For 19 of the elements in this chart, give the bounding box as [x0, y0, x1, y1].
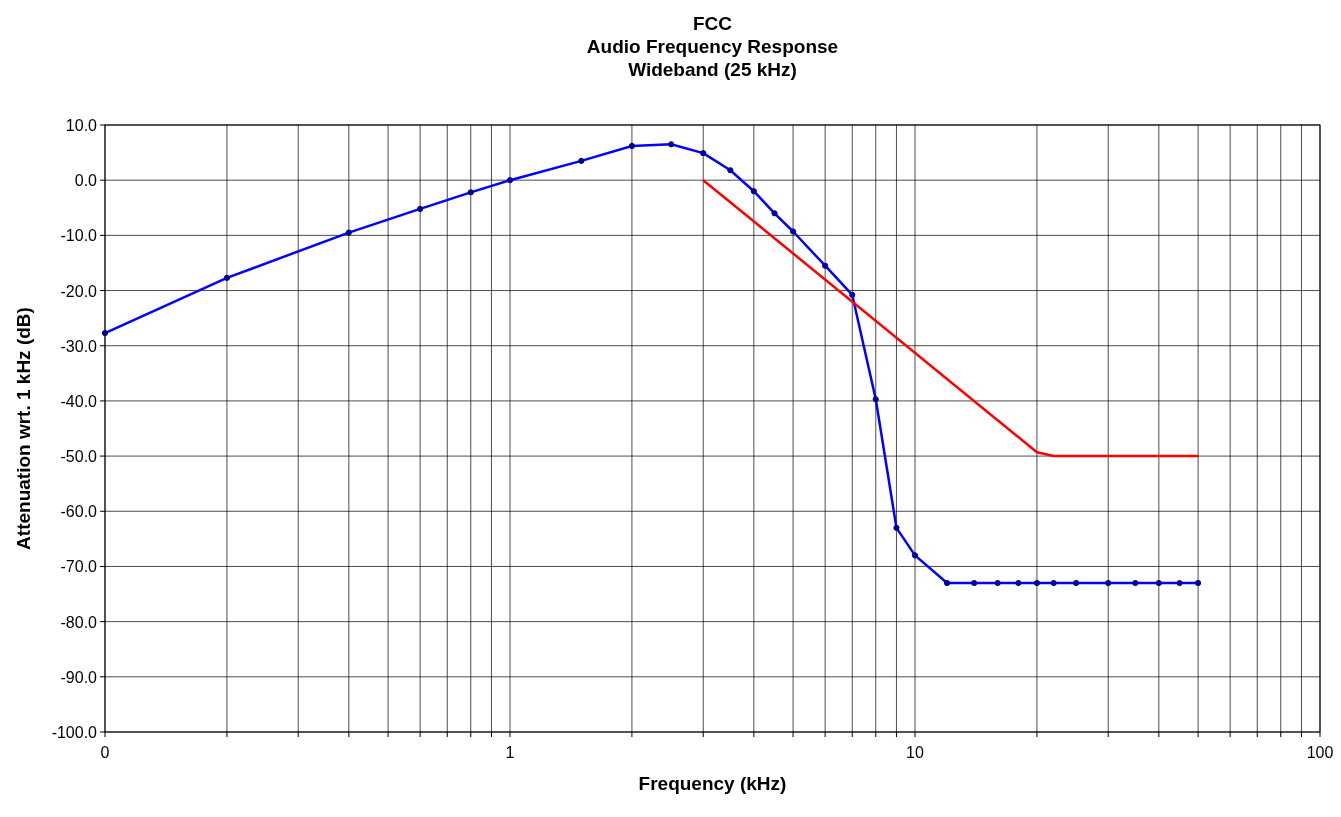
- y-tick-label: -60.0: [60, 503, 98, 521]
- y-tick-label: -100.0: [51, 724, 98, 741]
- x-tick-label: 100: [1306, 744, 1334, 761]
- y-tick-label: -80.0: [60, 613, 98, 631]
- y-tick-label: 10.0: [65, 117, 98, 134]
- y-tick-label: 0.0: [74, 172, 98, 190]
- y-tick-label: -90.0: [60, 668, 98, 686]
- y-tick-label: -40.0: [60, 392, 98, 410]
- x-tick-label: 0: [100, 744, 110, 761]
- y-axis-title: Attenuation wrt. 1 kHz (dB): [13, 307, 34, 550]
- x-tick-label: 1: [505, 744, 515, 761]
- x-axis-title: Frequency (kHz): [638, 773, 787, 794]
- y-tick-label: -30.0: [60, 337, 98, 355]
- y-tick-label: -10.0: [60, 227, 98, 245]
- y-tick-label: -50.0: [60, 448, 98, 466]
- y-tick-label: -70.0: [60, 558, 98, 576]
- x-tick-label: 10: [906, 744, 924, 761]
- chart-title: FCC Audio Frequency Response Wideband (25 kHz): [586, 13, 839, 80]
- y-tick-label: -20.0: [60, 282, 98, 300]
